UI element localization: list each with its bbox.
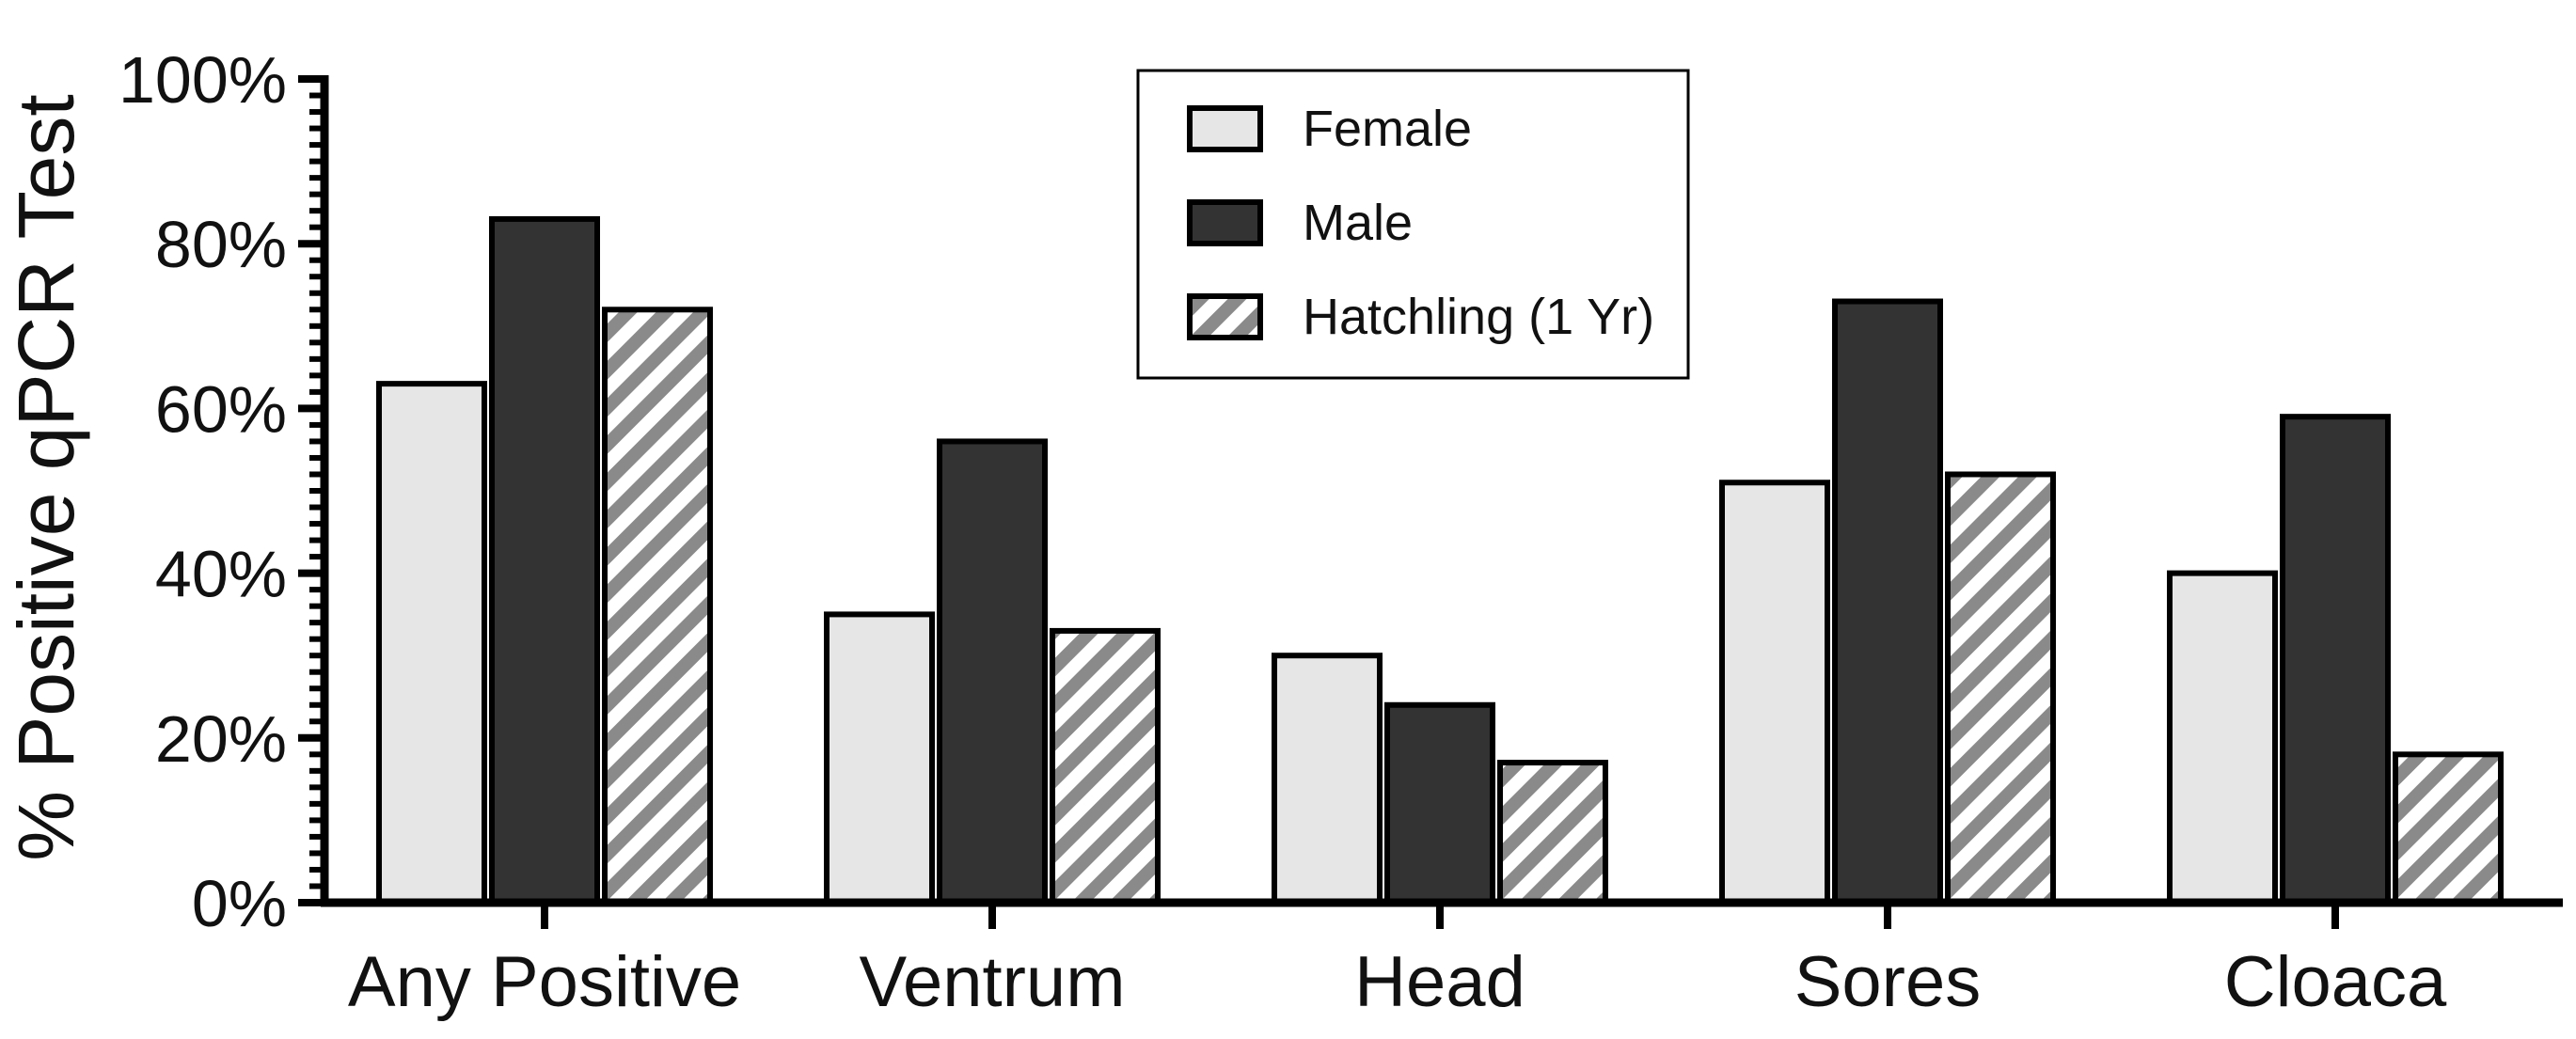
- bar-male-sores: [1832, 298, 1943, 905]
- x-tick-label: Head: [1354, 942, 1525, 1022]
- legend-label-male: Male: [1303, 195, 1413, 251]
- y-tick-label: 80%: [155, 208, 287, 281]
- bar-female-head: [1272, 653, 1383, 905]
- x-tick-label: Sores: [1794, 942, 1982, 1022]
- bar-hatchling-1-yr-cloaca: [2393, 751, 2504, 905]
- y-axis-ticks: 0% 20% 40% 60% 80% 100%: [119, 43, 324, 940]
- x-tick-label: Any Positive: [348, 942, 741, 1022]
- legend: Female Male Hatchling (1 Yr): [1136, 69, 1690, 380]
- legend-swatch-male: [1187, 199, 1263, 246]
- legend-swatch-hatchling: [1187, 293, 1263, 340]
- x-tick-label: Cloaca: [2224, 942, 2447, 1022]
- bar-hatchling-1-yr-head: [1497, 760, 1608, 906]
- y-tick-label: 40%: [155, 538, 287, 611]
- legend-swatch-female: [1187, 105, 1263, 152]
- bar-hatchling-1-yr-ventrum: [1050, 627, 1161, 905]
- y-axis-title: % Positive qPCR Test: [2, 94, 90, 860]
- bar-male-any-positive: [489, 215, 600, 906]
- bars: [376, 215, 2504, 906]
- legend-label-female: Female: [1303, 101, 1472, 157]
- bar-female-any-positive: [376, 381, 487, 905]
- bar-female-cloaca: [2167, 570, 2278, 905]
- x-tick-label: Ventrum: [859, 942, 1125, 1022]
- bar-male-cloaca: [2280, 414, 2391, 906]
- y-tick-label: 0%: [192, 867, 287, 940]
- bar-hatchling-1-yr-any-positive: [602, 307, 713, 905]
- bar-female-ventrum: [824, 611, 935, 906]
- bar-male-ventrum: [937, 438, 1048, 905]
- bar-male-head: [1384, 701, 1495, 906]
- y-tick-label: 20%: [155, 702, 287, 776]
- bar-hatchling-1-yr-sores: [1945, 471, 2056, 905]
- y-tick-label: 60%: [155, 372, 287, 446]
- y-tick-label: 100%: [119, 43, 287, 117]
- bar-female-sores: [1719, 480, 1830, 905]
- x-axis-ticks: Any Positive Ventrum Head Sores Cloaca: [348, 903, 2447, 1022]
- legend-label-hatchling: Hatchling (1 Yr): [1303, 289, 1654, 345]
